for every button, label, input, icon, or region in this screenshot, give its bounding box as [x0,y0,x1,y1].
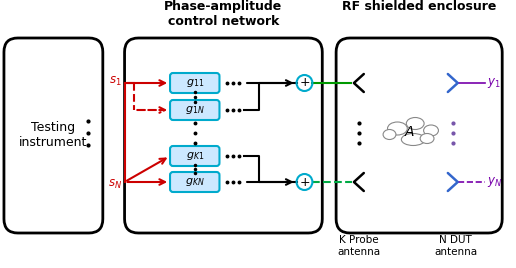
Text: $y_1$: $y_1$ [488,76,501,90]
Text: N DUT
antenna: N DUT antenna [434,235,477,256]
Text: +: + [299,176,310,188]
Ellipse shape [383,129,396,140]
FancyBboxPatch shape [4,38,103,233]
Text: $g_{1N}$: $g_{1N}$ [185,104,204,116]
FancyBboxPatch shape [170,172,219,192]
Text: RF shielded enclosure: RF shielded enclosure [342,0,496,13]
Text: Phase-amplitude
control network: Phase-amplitude control network [164,0,283,28]
Ellipse shape [401,133,425,146]
FancyBboxPatch shape [170,146,219,166]
FancyBboxPatch shape [170,73,219,93]
Text: $g_{K1}$: $g_{K1}$ [186,150,204,162]
Ellipse shape [420,133,434,143]
Text: K Probe
antenna: K Probe antenna [337,235,380,256]
Text: $s_N$: $s_N$ [107,177,122,191]
Text: $s_1$: $s_1$ [109,75,122,88]
FancyBboxPatch shape [336,38,502,233]
FancyBboxPatch shape [170,100,219,120]
Text: $y_N$: $y_N$ [488,175,503,189]
FancyBboxPatch shape [124,38,322,233]
Ellipse shape [388,122,407,135]
Ellipse shape [424,125,439,136]
Text: $g_{KN}$: $g_{KN}$ [185,176,205,188]
Text: $g_{11}$: $g_{11}$ [186,77,204,89]
Text: +: + [299,76,310,90]
Text: Testing
instrument: Testing instrument [19,121,88,150]
Ellipse shape [406,117,424,129]
Text: A: A [405,125,414,140]
